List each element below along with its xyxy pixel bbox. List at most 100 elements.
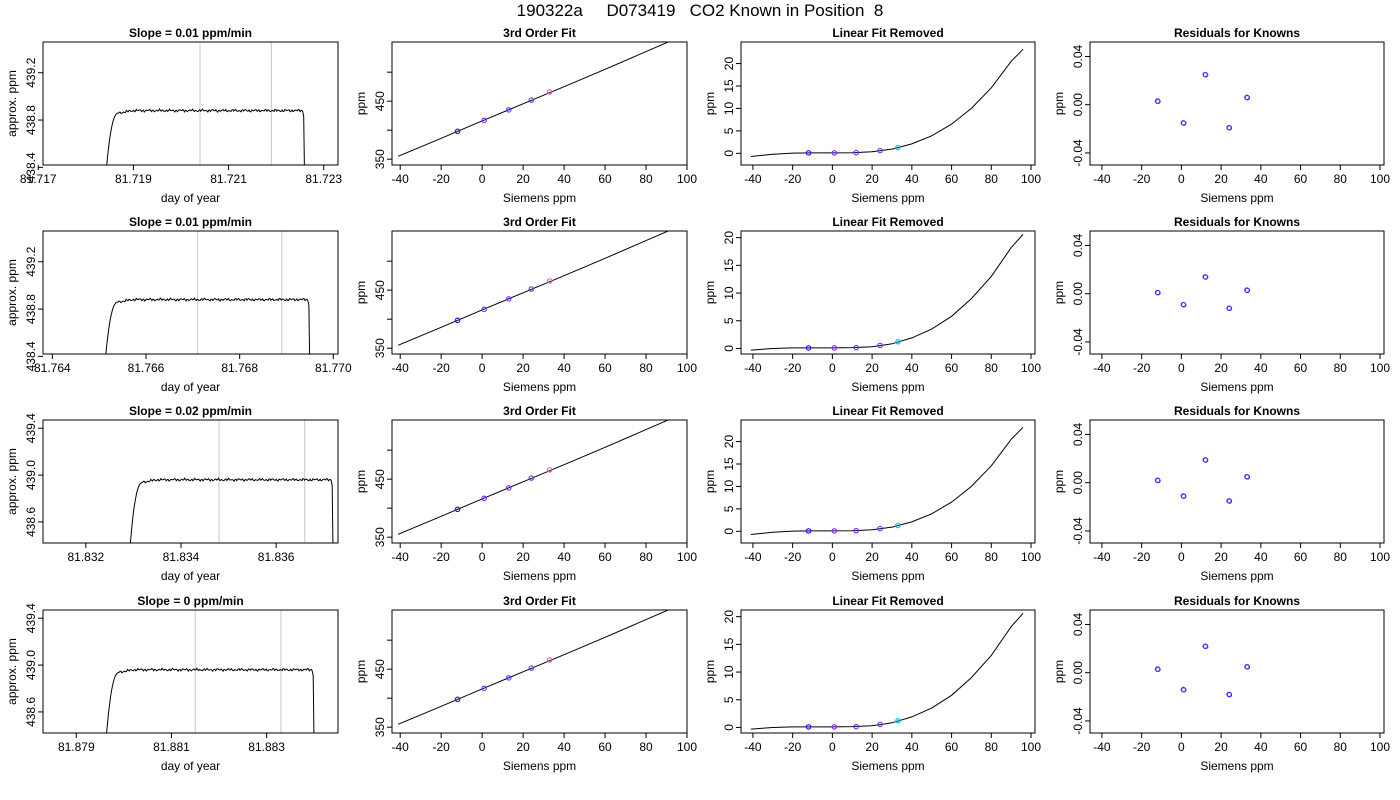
- data-point: [1226, 305, 1232, 311]
- y-tick-label: 15: [722, 457, 736, 471]
- x-tick-label: 0: [829, 550, 836, 564]
- data-point: [481, 306, 487, 313]
- y-tick-label: 15: [722, 637, 736, 651]
- y-tick-label: 0.04: [1071, 233, 1085, 257]
- x-tick-label: 0: [829, 172, 836, 186]
- x-tick-label: 81.832: [67, 550, 104, 564]
- x-axis-label: Siemens ppm: [851, 380, 924, 394]
- panel-r4-c4: Residuals for Knowns -40 -20 0 20 40 60 80 100 Si…: [1052, 594, 1390, 773]
- x-tick-label: 100: [1370, 172, 1390, 186]
- data-point: [481, 685, 487, 692]
- data-point: [853, 344, 860, 351]
- x-axis-label: Siemens ppm: [851, 569, 924, 583]
- x-tick-label: 40: [557, 740, 571, 754]
- data-point: [546, 89, 553, 95]
- y-axis-label: ppm: [1052, 470, 1066, 493]
- plot-frame: [42, 419, 339, 544]
- x-tick-label: 40: [1254, 172, 1268, 186]
- x-tick-label: 60: [945, 550, 959, 564]
- x-tick-label: -20: [1133, 172, 1151, 186]
- panel-title: Linear Fit Removed: [832, 404, 943, 418]
- y-tick-label: 350: [373, 338, 387, 358]
- y-tick-label: 10: [722, 479, 736, 493]
- x-tick-label: -40: [1093, 361, 1111, 375]
- plot-area: [397, 42, 670, 157]
- y-tick-label: 0: [722, 724, 736, 731]
- y-tick-label: 439.2: [24, 246, 38, 276]
- y-tick-label: 20: [722, 435, 736, 449]
- plot-frame: [1089, 419, 1385, 544]
- y-tick-label: 439.0: [24, 650, 38, 680]
- x-tick-label: -20: [432, 361, 450, 375]
- data-point: [1202, 274, 1209, 280]
- x-tick-label: 40: [905, 172, 919, 186]
- x-tick-label: 20: [1214, 740, 1228, 754]
- data-point: [505, 296, 512, 302]
- panel-r2-c2: 3rd Order Fit -40 -20 0 20 40 60 80 100 Siemens p…: [354, 215, 697, 394]
- panel-title: Residuals for Knowns: [1174, 26, 1300, 40]
- data-point: [454, 128, 461, 135]
- data-point: [528, 97, 535, 103]
- x-tick-label: -40: [744, 172, 762, 186]
- fit-curve: [750, 48, 1024, 157]
- x-tick-label: 0: [829, 740, 836, 754]
- x-tick-label: 81.721: [210, 172, 247, 186]
- x-axis-label: Siemens ppm: [503, 569, 576, 583]
- panel-title: Residuals for Knowns: [1174, 594, 1300, 608]
- x-tick-label: 60: [945, 740, 959, 754]
- data-point: [546, 467, 553, 473]
- data-point: [877, 721, 883, 728]
- panel-r2-c3: Linear Fit Removed-40 -20 0 20 40 60 80 100Siem…: [703, 215, 1041, 394]
- fit-curve: [750, 233, 1024, 351]
- x-tick-label: 60: [1294, 361, 1308, 375]
- data-point: [831, 150, 838, 156]
- plot-frame: [42, 230, 339, 355]
- data-point: [481, 117, 487, 124]
- x-tick-label: 0: [829, 361, 836, 375]
- panel-title: Slope = 0.01 ppm/min: [129, 215, 252, 229]
- x-axis-label: Siemens ppm: [503, 380, 576, 394]
- x-tick-label: 60: [598, 361, 612, 375]
- data-point: [1155, 98, 1161, 104]
- x-axis-label: day of year: [161, 569, 220, 583]
- x-tick-label: -40: [744, 361, 762, 375]
- y-tick-label: 5: [722, 505, 736, 512]
- data-point: [877, 147, 883, 154]
- y-tick-label: 0.04: [1071, 44, 1085, 68]
- x-tick-label: 20: [865, 550, 879, 564]
- panel-title: 3rd Order Fit: [503, 594, 576, 608]
- x-tick-label: 100: [1021, 740, 1041, 754]
- plot-area: [106, 667, 315, 733]
- y-tick-label: 0: [722, 150, 736, 157]
- x-axis-label: Siemens ppm: [1200, 380, 1273, 394]
- data-point: [1203, 457, 1209, 463]
- data-point: [481, 495, 487, 502]
- x-tick-label: 100: [677, 172, 697, 186]
- plot-area: [105, 297, 311, 354]
- x-axis-label: day of year: [161, 380, 220, 394]
- x-tick-label: 81.770: [315, 361, 352, 375]
- x-tick-label: 60: [598, 740, 612, 754]
- fit-curve: [750, 426, 1024, 535]
- y-axis-label: ppm: [354, 660, 368, 683]
- y-axis-label: ppm: [1052, 281, 1066, 304]
- x-tick-label: -20: [784, 172, 802, 186]
- y-tick-label: 439.0: [24, 460, 38, 490]
- panel-r1-c1: Slope = 0.01 ppm/min 81.717 81.719 81.721 81…: [5, 26, 342, 205]
- x-tick-label: -20: [784, 740, 802, 754]
- x-tick-label: 0: [479, 172, 486, 186]
- x-tick-label: 80: [1334, 361, 1348, 375]
- data-point: [1180, 301, 1187, 308]
- data-point: [1180, 686, 1187, 693]
- y-tick-label: 0.00: [1071, 282, 1085, 306]
- panel-title: 3rd Order Fit: [503, 404, 576, 418]
- data-point: [528, 475, 535, 481]
- fit-curve: [750, 612, 1024, 730]
- x-tick-label: 0: [479, 550, 486, 564]
- x-tick-label: -20: [432, 172, 450, 186]
- data-point: [831, 345, 838, 351]
- plot-frame: [1089, 41, 1385, 166]
- data-point: [1245, 287, 1251, 293]
- fit-curve: [397, 42, 670, 157]
- data-point: [1202, 71, 1209, 78]
